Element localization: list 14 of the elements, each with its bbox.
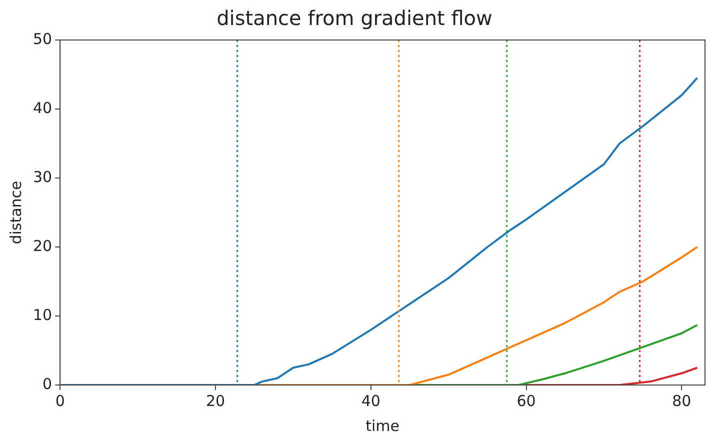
x-tick-label: 60 <box>516 392 536 410</box>
x-tick-label: 0 <box>55 392 65 410</box>
y-tick-label: 20 <box>32 236 52 255</box>
y-tick-label: 0 <box>42 374 52 393</box>
chart-title: distance from gradient flow <box>216 6 492 30</box>
x-tick-label: 80 <box>672 392 692 410</box>
y-tick-label: 30 <box>32 168 52 186</box>
x-tick-label: 40 <box>361 392 380 410</box>
x-tick-label: 20 <box>206 392 226 410</box>
y-tick-label: 40 <box>32 98 52 117</box>
y-tick-label: 10 <box>32 306 52 324</box>
y-axis-title: distance <box>6 180 25 244</box>
y-tick-label: 50 <box>32 30 52 48</box>
x-axis-title: time <box>366 416 400 435</box>
